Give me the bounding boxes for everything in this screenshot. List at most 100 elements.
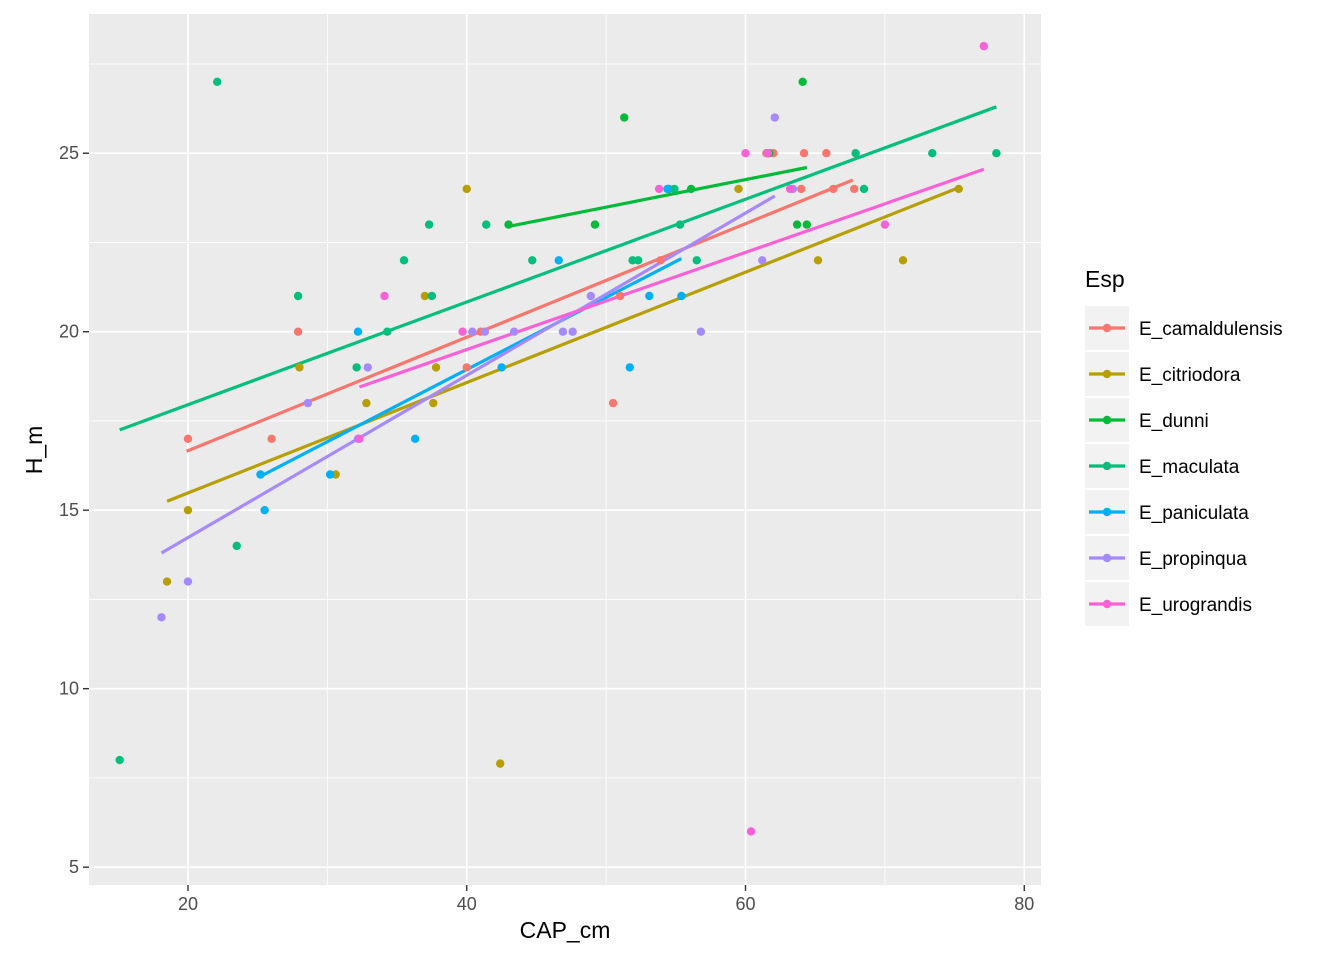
data-point-E_urograndis bbox=[355, 434, 364, 443]
data-points bbox=[115, 41, 1001, 836]
y-tick-label: 5 bbox=[69, 857, 79, 877]
x-tick-label: 80 bbox=[1014, 894, 1034, 914]
data-point-E_maculata bbox=[424, 220, 434, 229]
data-point-E_camaldulensis bbox=[829, 184, 838, 194]
data-point-E_urograndis bbox=[741, 149, 750, 158]
data-point-E_maculata bbox=[692, 256, 701, 265]
data-point-E_citriodora bbox=[295, 363, 304, 372]
data-point-E_propinqua bbox=[558, 327, 568, 336]
data-point-E_paniculata bbox=[256, 470, 265, 479]
data-point-E_propinqua bbox=[480, 327, 490, 336]
data-point-E_urograndis bbox=[880, 220, 890, 229]
data-point-E_urograndis bbox=[458, 327, 467, 336]
fit-line-E_maculata bbox=[119, 105, 997, 432]
data-point-E_dunni bbox=[504, 220, 513, 229]
legend-items: E_camaldulensis E_citriodora E_dunni E_macu… bbox=[1085, 306, 1283, 626]
legend-key-point bbox=[1102, 369, 1112, 379]
data-point-E_paniculata bbox=[497, 363, 506, 372]
x-tick-label: 40 bbox=[457, 894, 477, 914]
data-point-E_paniculata bbox=[625, 363, 635, 372]
fit-line-E_citriodora bbox=[166, 185, 961, 503]
data-point-E_urograndis bbox=[746, 827, 756, 836]
data-point-E_paniculata bbox=[677, 291, 686, 301]
data-point-E_maculata bbox=[670, 184, 679, 194]
legend-label: E_paniculata bbox=[1139, 503, 1249, 524]
x-tick-label: 20 bbox=[178, 894, 198, 914]
data-point-E_maculata bbox=[675, 220, 685, 229]
data-point-E_citriodora bbox=[495, 759, 505, 768]
fit-line-E_dunni bbox=[508, 165, 808, 228]
y-tick-label: 15 bbox=[59, 500, 79, 520]
y-axis-ticks: 5 10 15 20 25 bbox=[59, 143, 89, 877]
x-axis-title: CAP_cm bbox=[520, 917, 611, 943]
fit-line-E_urograndis bbox=[358, 167, 985, 389]
data-point-E_propinqua bbox=[758, 256, 767, 265]
data-point-E_dunni bbox=[590, 220, 600, 229]
legend-label: E_citriodora bbox=[1139, 365, 1241, 386]
data-point-E_camaldulensis bbox=[267, 434, 276, 443]
data-point-E_maculata bbox=[399, 256, 409, 265]
data-point-E_paniculata bbox=[260, 505, 269, 515]
data-point-E_urograndis bbox=[785, 184, 795, 194]
data-point-E_propinqua bbox=[509, 327, 519, 336]
data-point-E_dunni bbox=[798, 77, 807, 87]
data-point-E_propinqua bbox=[468, 327, 477, 336]
y-tick-label: 25 bbox=[59, 143, 79, 163]
data-point-E_propinqua bbox=[363, 363, 372, 372]
data-point-E_paniculata bbox=[410, 434, 420, 443]
y-tick-label: 10 bbox=[59, 679, 79, 699]
legend-key-point bbox=[1102, 599, 1112, 609]
data-point-E_maculata bbox=[859, 184, 869, 194]
legend-label: E_urograndis bbox=[1139, 595, 1252, 616]
data-point-E_camaldulensis bbox=[462, 363, 471, 372]
x-axis-ticks: 20 40 60 80 bbox=[178, 885, 1034, 914]
data-point-E_citriodora bbox=[813, 256, 823, 265]
data-point-E_maculata bbox=[528, 256, 537, 265]
data-point-E_maculata bbox=[482, 220, 491, 229]
data-point-E_propinqua bbox=[157, 613, 166, 622]
legend-key-point bbox=[1102, 415, 1112, 425]
data-point-E_maculata bbox=[928, 149, 937, 158]
data-point-E_dunni bbox=[686, 184, 696, 194]
legend-label: E_propinqua bbox=[1139, 549, 1247, 570]
data-point-E_paniculata bbox=[645, 291, 654, 301]
data-point-E_citriodora bbox=[898, 256, 908, 265]
legend-label: E_maculata bbox=[1139, 457, 1240, 478]
data-point-E_camaldulensis bbox=[850, 184, 859, 194]
data-point-E_propinqua bbox=[183, 577, 193, 586]
data-point-E_maculata bbox=[633, 256, 643, 265]
plot-panel bbox=[89, 14, 1041, 885]
data-point-E_camaldulensis bbox=[799, 149, 809, 158]
data-point-E_urograndis bbox=[979, 41, 989, 51]
data-point-E_dunni bbox=[802, 220, 812, 229]
legend-key-point bbox=[1102, 553, 1112, 563]
data-point-E_maculata bbox=[293, 291, 303, 301]
legend-key-point bbox=[1102, 461, 1112, 471]
data-point-E_dunni bbox=[792, 220, 802, 229]
data-point-E_urograndis bbox=[763, 149, 773, 158]
legend-label: E_dunni bbox=[1139, 411, 1209, 432]
data-point-E_paniculata bbox=[663, 184, 672, 194]
data-point-E_maculata bbox=[992, 149, 1001, 158]
legend-key-point bbox=[1102, 323, 1112, 333]
data-point-E_citriodora bbox=[954, 184, 963, 194]
fit-line-E_propinqua bbox=[160, 194, 776, 555]
legend: Esp E_camaldulensisE_citriodoraE_dunniE_… bbox=[1085, 266, 1283, 626]
legend-label: E_camaldulensis bbox=[1139, 319, 1283, 340]
data-point-E_maculata bbox=[851, 149, 860, 158]
data-point-E_propinqua bbox=[568, 327, 577, 336]
data-point-E_propinqua bbox=[696, 327, 706, 336]
data-point-E_camaldulensis bbox=[183, 434, 193, 443]
legend-key-point bbox=[1102, 507, 1112, 517]
data-point-E_citriodora bbox=[734, 184, 743, 194]
y-axis-title: H_m bbox=[21, 426, 47, 475]
fit-line-E_camaldulensis bbox=[185, 178, 854, 453]
data-point-E_citriodora bbox=[183, 505, 193, 515]
data-point-E_paniculata bbox=[353, 327, 363, 336]
data-point-E_citriodora bbox=[162, 577, 172, 586]
data-point-E_camaldulensis bbox=[656, 256, 665, 265]
y-tick-label: 20 bbox=[59, 322, 79, 342]
minor-gridlines bbox=[89, 14, 1041, 885]
data-point-E_camaldulensis bbox=[822, 149, 831, 158]
